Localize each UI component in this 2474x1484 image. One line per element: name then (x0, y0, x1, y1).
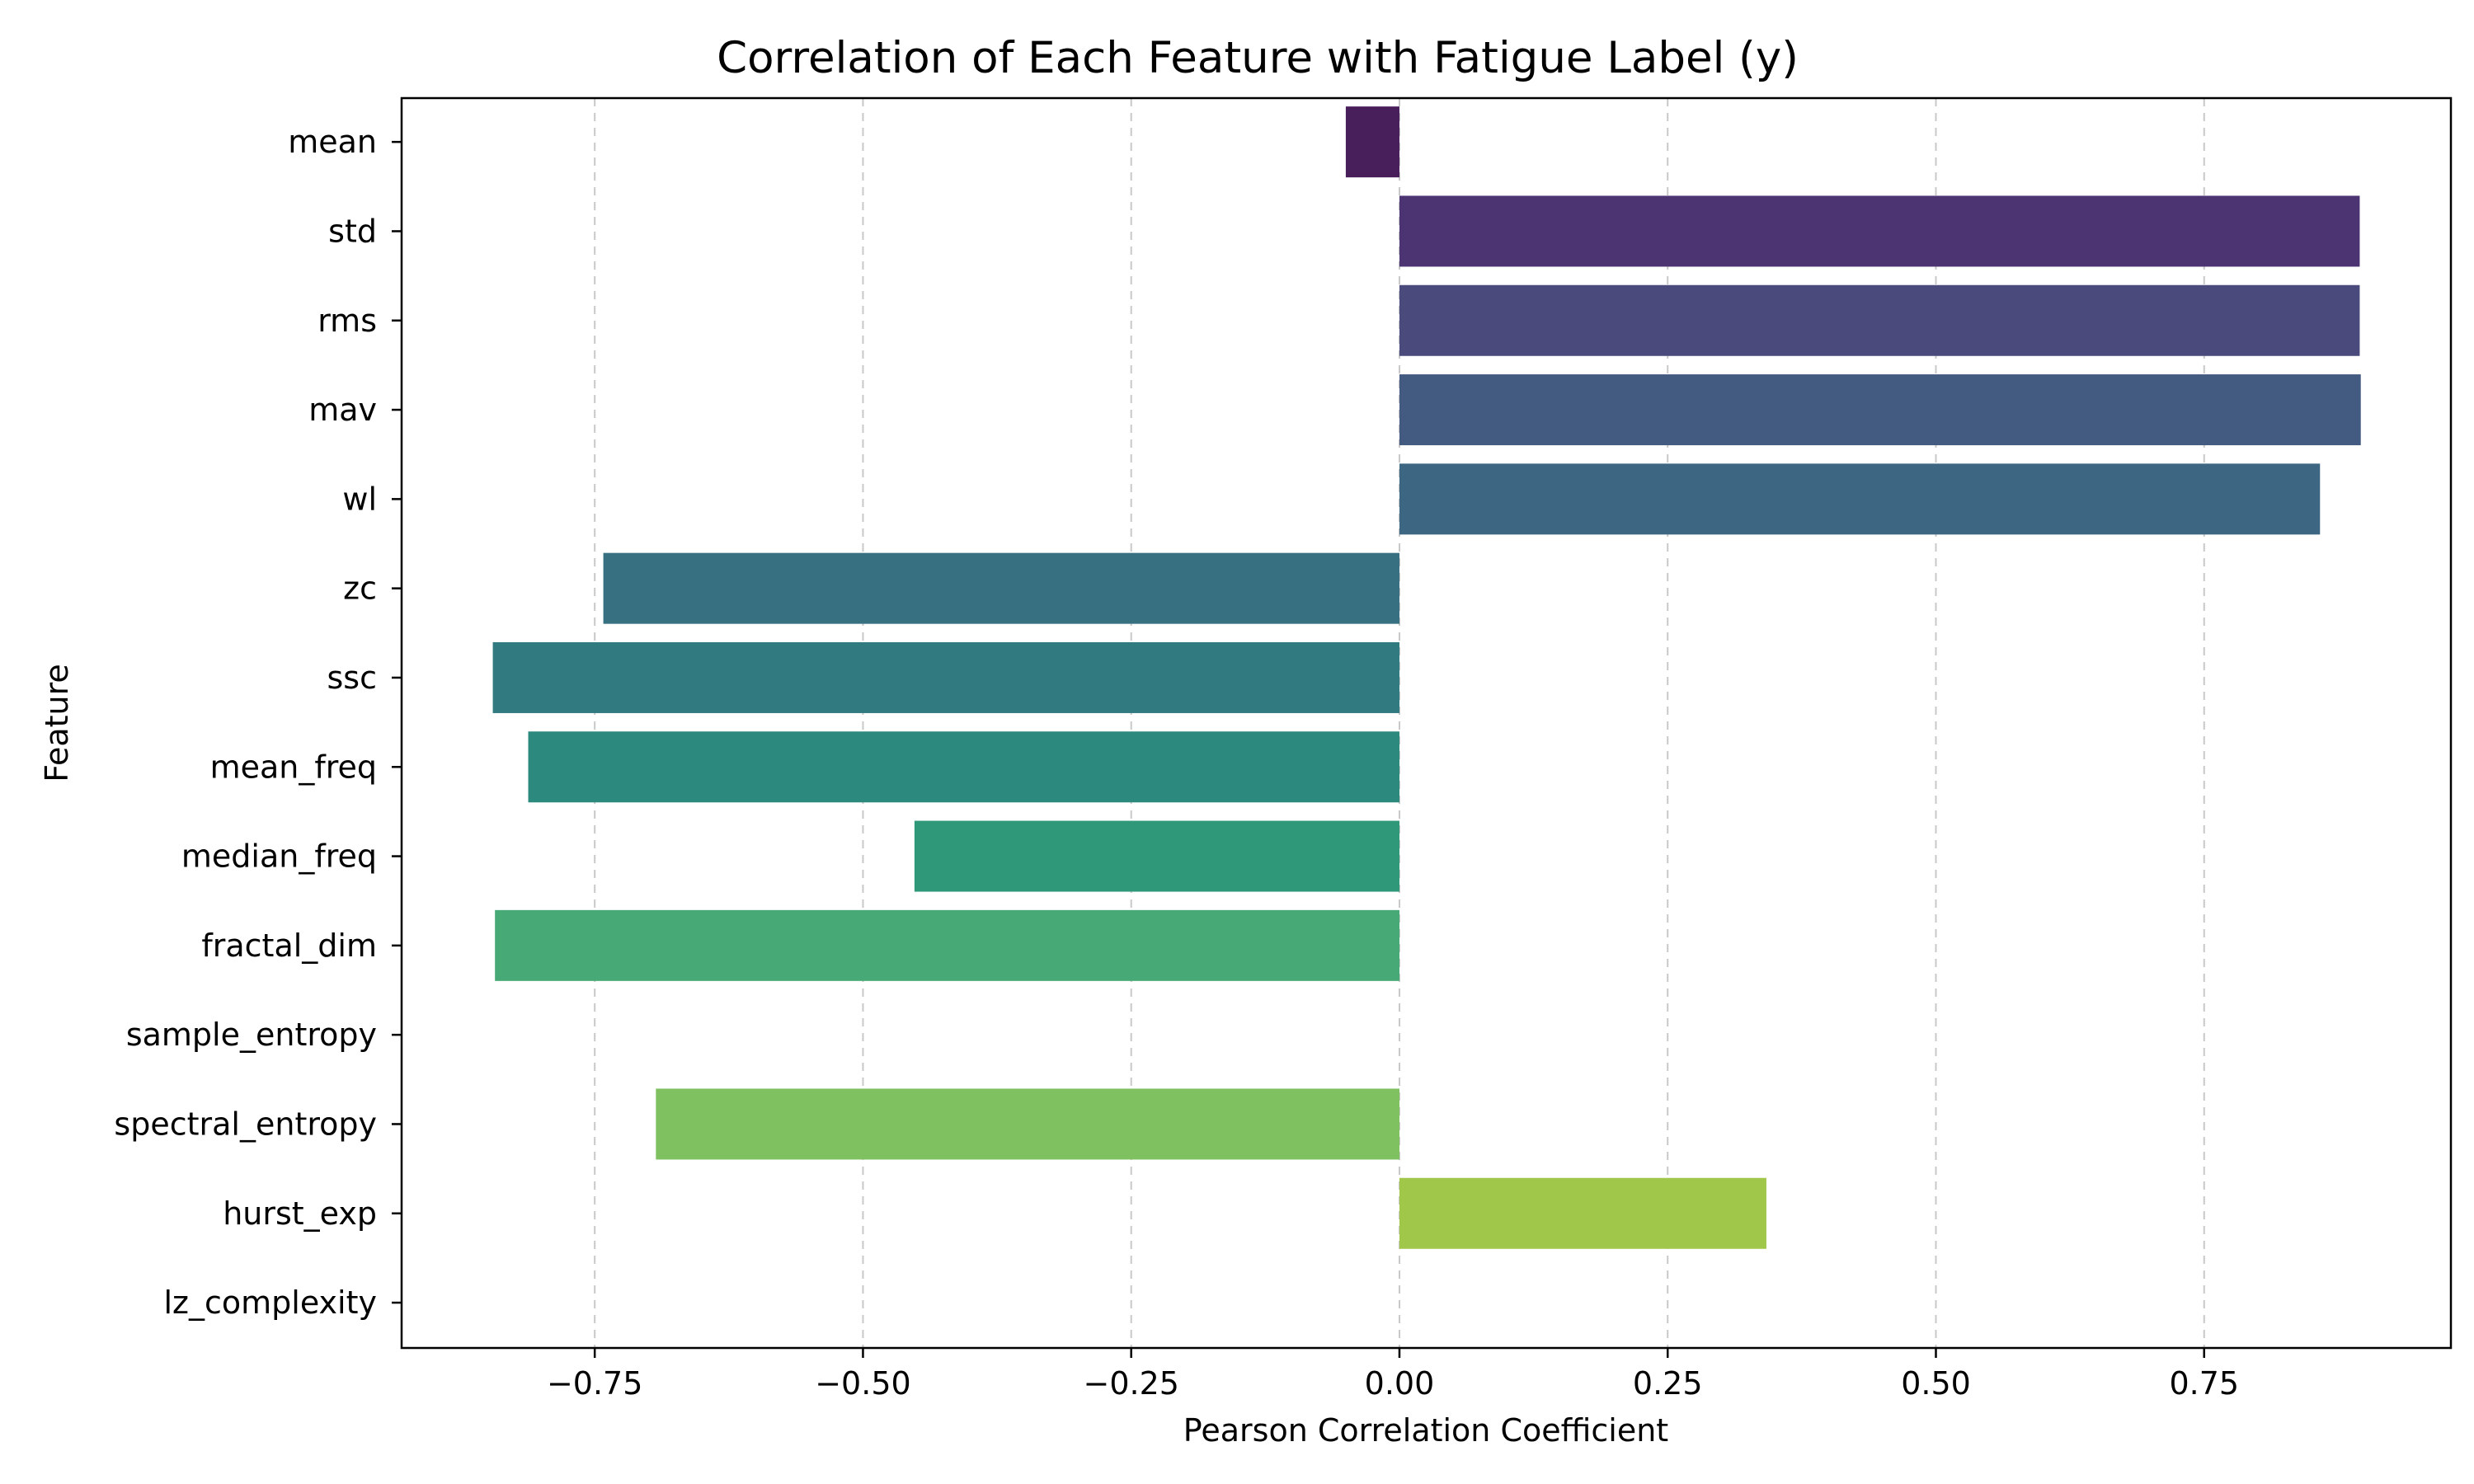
x-tick-label: −0.75 (547, 1365, 642, 1402)
x-tick-label: 0.25 (1633, 1365, 1703, 1402)
bar-mav (1399, 374, 2361, 446)
y-axis-ticks: mean std rms mav wl zc ssc mean_freq median_freq… (114, 124, 402, 1321)
y-tick-label: mean_freq (210, 749, 377, 785)
bar-fractal_dim (495, 909, 1399, 981)
y-tick-label: std (328, 213, 377, 249)
bars (492, 106, 2361, 1249)
y-tick-label: median_freq (181, 838, 377, 875)
x-tick-label: 0.75 (2169, 1365, 2239, 1402)
y-tick-label: hurst_exp (223, 1195, 377, 1232)
plot-frame (400, 96, 2453, 1350)
x-tick-label: 0.00 (1365, 1365, 1435, 1402)
y-tick-label: fractal_dim (201, 928, 377, 964)
bar-ssc (492, 641, 1399, 713)
bar-hurst_exp (1399, 1177, 1766, 1249)
y-tick-label: rms (317, 303, 377, 339)
y-tick-label: wl (342, 481, 377, 517)
bar-mean (1345, 106, 1399, 178)
chart-title: Correlation of Each Feature with Fatigue… (717, 33, 1799, 83)
bar-spectral_entropy (656, 1088, 1399, 1160)
x-axis-label: Pearson Correlation Coefficient (1183, 1412, 1668, 1449)
bar-std (1399, 195, 2360, 267)
y-tick-label: sample_entropy (126, 1017, 377, 1053)
bar-mean_freq (528, 731, 1399, 803)
y-tick-label: mav (308, 392, 377, 428)
y-tick-label: spectral_entropy (114, 1106, 377, 1142)
y-tick-label: ssc (327, 660, 378, 696)
x-axis-ticks: −0.75 −0.50 −0.25 0.00 0.25 0.50 0.75 (547, 1348, 2239, 1402)
bar-zc (603, 552, 1399, 624)
y-tick-label: lz_complexity (164, 1284, 378, 1321)
x-tick-label: −0.25 (1083, 1365, 1178, 1402)
y-axis-label: Feature (39, 664, 75, 782)
y-tick-label: mean (288, 124, 377, 160)
bar-wl (1399, 463, 2321, 535)
y-tick-label: zc (343, 571, 377, 607)
bar-rms (1399, 284, 2360, 356)
bar-median_freq (914, 820, 1399, 892)
x-tick-label: 0.50 (1901, 1365, 1971, 1402)
x-tick-label: −0.50 (815, 1365, 910, 1402)
